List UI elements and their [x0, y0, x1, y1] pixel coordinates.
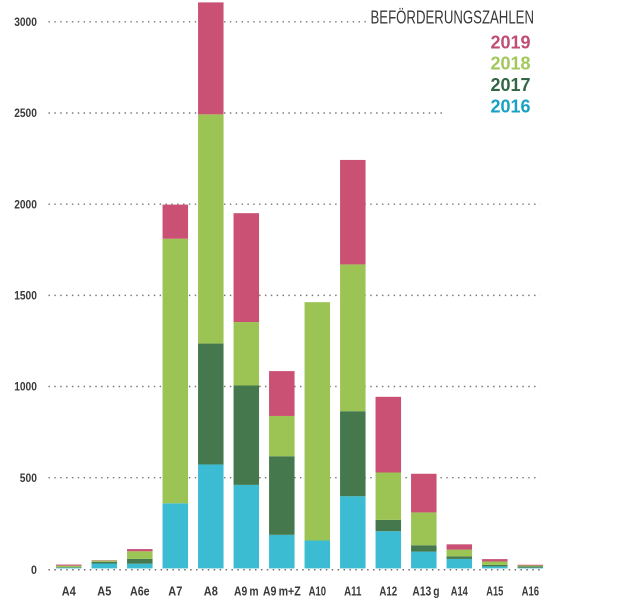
svg-text:BEFÖRDERUNGSZAHLEN: BEFÖRDERUNGSZAHLEN [371, 8, 535, 28]
svg-text:2018: 2018 [491, 54, 531, 74]
svg-text:A7: A7 [168, 584, 182, 599]
svg-text:2019: 2019 [491, 32, 531, 52]
svg-text:A9 m+Z: A9 m+Z [263, 584, 301, 599]
svg-text:A5: A5 [97, 584, 111, 599]
svg-text:500: 500 [20, 471, 37, 485]
svg-text:A6e: A6e [130, 584, 150, 599]
svg-text:A4: A4 [62, 584, 77, 599]
svg-text:2500: 2500 [14, 106, 37, 120]
svg-text:A14: A14 [451, 584, 469, 599]
svg-text:2017: 2017 [491, 75, 531, 95]
svg-text:A10: A10 [309, 584, 326, 599]
svg-text:1500: 1500 [14, 289, 37, 303]
svg-text:A13 g: A13 g [412, 584, 439, 599]
svg-text:A12: A12 [379, 584, 397, 599]
svg-text:3000: 3000 [14, 15, 37, 29]
svg-text:2016: 2016 [491, 96, 531, 116]
svg-text:A9 m: A9 m [234, 584, 259, 599]
svg-text:1000: 1000 [14, 380, 37, 394]
svg-text:A11: A11 [344, 584, 361, 599]
svg-text:A16: A16 [522, 584, 539, 599]
svg-text:2000: 2000 [14, 197, 37, 211]
svg-text:A15: A15 [486, 584, 503, 599]
svg-text:0: 0 [31, 563, 37, 577]
svg-text:A8: A8 [204, 584, 218, 599]
